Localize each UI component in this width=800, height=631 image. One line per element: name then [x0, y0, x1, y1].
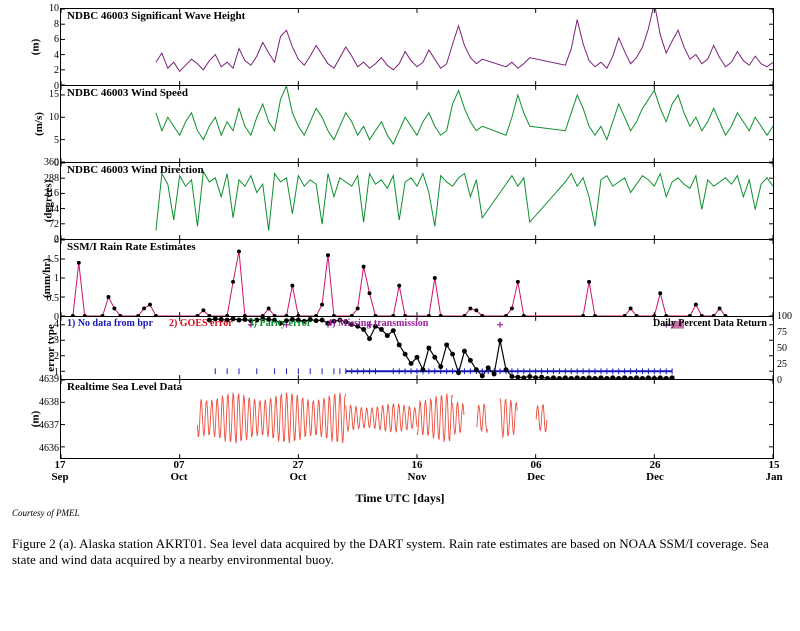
panel-title-wave: NDBC 46003 Significant Wave Height	[67, 10, 245, 22]
ylabel-wave: (m)	[29, 39, 41, 56]
error-legend: 1) No data from bpr2) GOES error3) Parit…	[67, 318, 767, 329]
panel-title-sealevel: Realtime Sea Level Data	[67, 381, 182, 393]
ylabel-windspeed: (m/s)	[33, 112, 45, 136]
ylabel-sealevel: (m)	[29, 411, 41, 428]
ylabel-rainrate: (mm/hr)	[41, 258, 53, 298]
panel-winddir: 072144216288360(degrees)NDBC 46003 Wind …	[60, 162, 774, 240]
ylabel-winddir: (degrees)	[42, 180, 54, 223]
panel-title-winddir: NDBC 46003 Wind Direction	[67, 164, 204, 176]
xtick: 06Dec	[527, 459, 545, 483]
panel-title-rainrate: SSM/I Rain Rate Estimates	[67, 241, 196, 253]
xtick: 07Oct	[170, 459, 187, 483]
panel-title-windspeed: NDBC 46003 Wind Speed	[67, 87, 188, 99]
panel-errors: 1234error type02550751001) No data from …	[60, 316, 774, 380]
xtick: 15Jan	[765, 459, 782, 483]
ylabel-errors: error type	[45, 324, 57, 372]
figure-caption: Figure 2 (a). Alaska station AKRT01. Sea…	[12, 536, 788, 569]
panel-wave: 0246810(m)NDBC 46003 Significant Wave He…	[60, 8, 774, 86]
xtick: 27Oct	[289, 459, 306, 483]
panel-sealevel: 4636463746384639(m)Realtime Sea Level Da…	[60, 379, 774, 459]
x-axis: 17Sep07Oct27Oct16Nov06Dec26Dec15Jan	[60, 459, 774, 491]
x-axis-label: Time UTC [days]	[12, 491, 788, 506]
courtesy-line: Courtesy of PMEL	[12, 508, 788, 518]
panel-rainrate: 00.511.52(mm/hr)SSM/I Rain Rate Estimate…	[60, 239, 774, 317]
panels-container: 0246810(m)NDBC 46003 Significant Wave He…	[60, 8, 774, 459]
xtick: 26Dec	[646, 459, 664, 483]
panel-windspeed: 051015(m/s)NDBC 46003 Wind Speed	[60, 85, 774, 163]
xtick: 17Sep	[51, 459, 68, 483]
xtick: 16Nov	[408, 459, 427, 483]
